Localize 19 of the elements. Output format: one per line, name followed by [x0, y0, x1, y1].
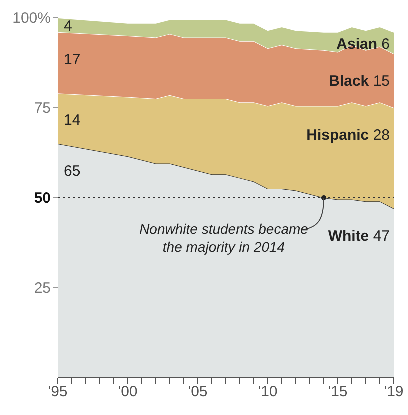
series-label: Black: [329, 73, 374, 90]
y-tick-label: 100%: [12, 10, 51, 27]
y-tick-label: 50: [34, 190, 51, 207]
data-label: 15: [373, 73, 390, 90]
y-tick-label: 75: [34, 100, 51, 117]
data-label: 4: [64, 18, 72, 36]
series-label: Hispanic: [306, 127, 374, 144]
x-tick-label: '19: [384, 384, 404, 401]
x-tick-label: '15: [328, 384, 348, 401]
x-tick-label: '05: [188, 384, 208, 401]
series-label: Asian: [336, 36, 382, 54]
data-label: 28: [373, 127, 390, 144]
data-label: 14: [64, 112, 81, 129]
x-tick-label: '00: [118, 384, 138, 401]
x-tick-label: '95: [48, 384, 68, 401]
x-tick-label: '10: [258, 384, 278, 401]
y-tick-label: 25: [34, 280, 51, 297]
data-label: 6: [382, 36, 390, 54]
data-label: 17: [64, 51, 81, 68]
